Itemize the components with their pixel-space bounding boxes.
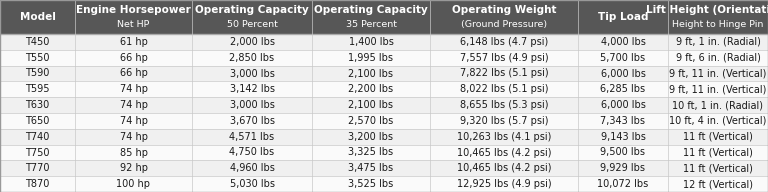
Text: 3,000 lbs: 3,000 lbs [230, 100, 274, 110]
Text: 74 hp: 74 hp [120, 116, 147, 126]
Text: 10,465 lbs (4.2 psi): 10,465 lbs (4.2 psi) [457, 147, 551, 157]
Text: 9 ft, 11 in. (Vertical): 9 ft, 11 in. (Vertical) [670, 84, 766, 94]
Text: 2,100 lbs: 2,100 lbs [349, 69, 393, 79]
Text: 11 ft (Vertical): 11 ft (Vertical) [683, 163, 753, 173]
Text: 3,200 lbs: 3,200 lbs [349, 132, 393, 142]
Text: 10,072 lbs: 10,072 lbs [598, 179, 649, 189]
Text: 5,030 lbs: 5,030 lbs [230, 179, 274, 189]
Text: Operating Capacity: Operating Capacity [195, 5, 309, 15]
Bar [0, 81, 768, 97]
Text: 9 ft, 1 in. (Radial): 9 ft, 1 in. (Radial) [676, 37, 760, 47]
Text: 85 hp: 85 hp [120, 147, 147, 157]
Text: 11 ft (Vertical): 11 ft (Vertical) [683, 132, 753, 142]
Text: 5,700 lbs: 5,700 lbs [601, 53, 646, 63]
Text: Operating Weight: Operating Weight [452, 5, 556, 15]
Text: 2,200 lbs: 2,200 lbs [349, 84, 393, 94]
Text: 92 hp: 92 hp [120, 163, 147, 173]
Bar [0, 97, 768, 113]
Text: 4,750 lbs: 4,750 lbs [230, 147, 275, 157]
Text: 3,000 lbs: 3,000 lbs [230, 69, 274, 79]
Text: Operating Capacity: Operating Capacity [314, 5, 428, 15]
Text: 4,571 lbs: 4,571 lbs [230, 132, 275, 142]
Text: 9,929 lbs: 9,929 lbs [601, 163, 645, 173]
Text: 7,822 lbs (5.1 psi): 7,822 lbs (5.1 psi) [460, 69, 548, 79]
Bar [0, 50, 768, 66]
Text: 9,143 lbs: 9,143 lbs [601, 132, 645, 142]
Text: T740: T740 [25, 132, 50, 142]
Text: Model: Model [19, 12, 55, 22]
Text: 1,995 lbs: 1,995 lbs [349, 53, 393, 63]
Bar [0, 160, 768, 176]
Text: 10,465 lbs (4.2 psi): 10,465 lbs (4.2 psi) [457, 163, 551, 173]
Text: T550: T550 [25, 53, 50, 63]
Text: 66 hp: 66 hp [120, 53, 147, 63]
Text: 3,525 lbs: 3,525 lbs [349, 179, 394, 189]
Text: 3,325 lbs: 3,325 lbs [349, 147, 393, 157]
Text: 4,960 lbs: 4,960 lbs [230, 163, 274, 173]
Text: 6,000 lbs: 6,000 lbs [601, 69, 645, 79]
Text: 11 ft (Vertical): 11 ft (Vertical) [683, 147, 753, 157]
Bar [0, 129, 768, 145]
Text: 6,000 lbs: 6,000 lbs [601, 100, 645, 110]
Text: 3,142 lbs: 3,142 lbs [230, 84, 274, 94]
Text: 2,100 lbs: 2,100 lbs [349, 100, 393, 110]
Text: 7,343 lbs: 7,343 lbs [601, 116, 645, 126]
Text: 12,925 lbs (4.9 psi): 12,925 lbs (4.9 psi) [457, 179, 551, 189]
Bar [0, 113, 768, 129]
Text: T870: T870 [25, 179, 50, 189]
Text: 7,557 lbs (4.9 psi): 7,557 lbs (4.9 psi) [460, 53, 548, 63]
Text: 6,148 lbs (4.7 psi): 6,148 lbs (4.7 psi) [460, 37, 548, 47]
Text: 9 ft, 11 in. (Vertical): 9 ft, 11 in. (Vertical) [670, 69, 766, 79]
Text: Tip Load: Tip Load [598, 12, 648, 22]
Text: 6,285 lbs: 6,285 lbs [601, 84, 646, 94]
Bar [0, 145, 768, 160]
Text: 74 hp: 74 hp [120, 100, 147, 110]
Bar [0, 0, 768, 34]
Bar [0, 34, 768, 50]
Text: Lift Height (Orientation): Lift Height (Orientation) [647, 5, 768, 15]
Text: 74 hp: 74 hp [120, 132, 147, 142]
Text: 8,022 lbs (5.1 psi): 8,022 lbs (5.1 psi) [460, 84, 548, 94]
Bar [0, 66, 768, 81]
Text: T750: T750 [25, 147, 50, 157]
Text: 9 ft, 6 in. (Radial): 9 ft, 6 in. (Radial) [676, 53, 760, 63]
Text: 100 hp: 100 hp [117, 179, 151, 189]
Text: T630: T630 [25, 100, 50, 110]
Text: T770: T770 [25, 163, 50, 173]
Text: 61 hp: 61 hp [120, 37, 147, 47]
Text: 8,655 lbs (5.3 psi): 8,655 lbs (5.3 psi) [460, 100, 548, 110]
Text: 10 ft, 4 in. (Vertical): 10 ft, 4 in. (Vertical) [670, 116, 766, 126]
Text: 2,570 lbs: 2,570 lbs [349, 116, 394, 126]
Text: 4,000 lbs: 4,000 lbs [601, 37, 645, 47]
Text: (Ground Pressure): (Ground Pressure) [461, 20, 547, 29]
Text: 1,400 lbs: 1,400 lbs [349, 37, 393, 47]
Text: 3,670 lbs: 3,670 lbs [230, 116, 274, 126]
Bar [0, 176, 768, 192]
Text: T590: T590 [25, 69, 50, 79]
Text: 35 Percent: 35 Percent [346, 20, 396, 29]
Text: Engine Horsepower: Engine Horsepower [76, 5, 191, 15]
Text: 74 hp: 74 hp [120, 84, 147, 94]
Text: T595: T595 [25, 84, 50, 94]
Text: 9,320 lbs (5.7 psi): 9,320 lbs (5.7 psi) [460, 116, 548, 126]
Text: 66 hp: 66 hp [120, 69, 147, 79]
Text: 2,850 lbs: 2,850 lbs [230, 53, 275, 63]
Text: 2,000 lbs: 2,000 lbs [230, 37, 274, 47]
Text: 3,475 lbs: 3,475 lbs [349, 163, 393, 173]
Text: Height to Hinge Pin: Height to Hinge Pin [672, 20, 763, 29]
Text: 12 ft (Vertical): 12 ft (Vertical) [683, 179, 753, 189]
Text: Net HP: Net HP [118, 20, 150, 29]
Text: 10,263 lbs (4.1 psi): 10,263 lbs (4.1 psi) [457, 132, 551, 142]
Text: 9,500 lbs: 9,500 lbs [601, 147, 645, 157]
Text: T450: T450 [25, 37, 50, 47]
Text: 50 Percent: 50 Percent [227, 20, 277, 29]
Text: 10 ft, 1 in. (Radial): 10 ft, 1 in. (Radial) [673, 100, 763, 110]
Text: T650: T650 [25, 116, 50, 126]
